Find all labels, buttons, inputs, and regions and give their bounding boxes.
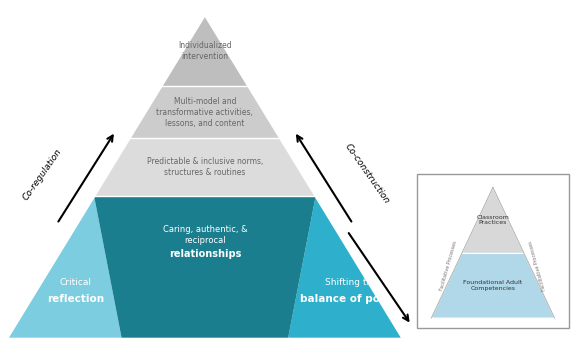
Polygon shape — [130, 86, 280, 138]
Text: Co-regulation: Co-regulation — [21, 146, 64, 202]
Text: Caring, authentic, &
reciprocal: Caring, authentic, & reciprocal — [162, 225, 247, 245]
Polygon shape — [7, 196, 122, 339]
Text: Foundational Adult
Competencies: Foundational Adult Competencies — [463, 280, 522, 291]
Text: Facilitative Processes: Facilitative Processes — [528, 240, 547, 291]
Text: Shifting the: Shifting the — [325, 278, 377, 287]
Polygon shape — [288, 196, 403, 339]
FancyBboxPatch shape — [417, 174, 569, 328]
Polygon shape — [431, 253, 555, 318]
Text: Co-construction: Co-construction — [343, 142, 391, 206]
Text: Critical: Critical — [60, 278, 92, 287]
Polygon shape — [94, 138, 316, 196]
Text: Multi-model and
transformative activities,
lessons, and content: Multi-model and transformative activitie… — [157, 96, 253, 128]
Polygon shape — [462, 187, 524, 253]
Text: Predictable & inclusive norms,
structures & routines: Predictable & inclusive norms, structure… — [147, 157, 263, 177]
Text: relationships: relationships — [169, 249, 241, 259]
Text: reflection: reflection — [47, 295, 104, 304]
Polygon shape — [161, 15, 248, 86]
Text: balance of power: balance of power — [300, 295, 402, 304]
Polygon shape — [94, 196, 316, 339]
Text: Facilitative Processes: Facilitative Processes — [439, 240, 458, 291]
Text: Individualized
intervention: Individualized intervention — [178, 41, 232, 61]
Text: Classroom
Practices: Classroom Practices — [476, 214, 509, 225]
